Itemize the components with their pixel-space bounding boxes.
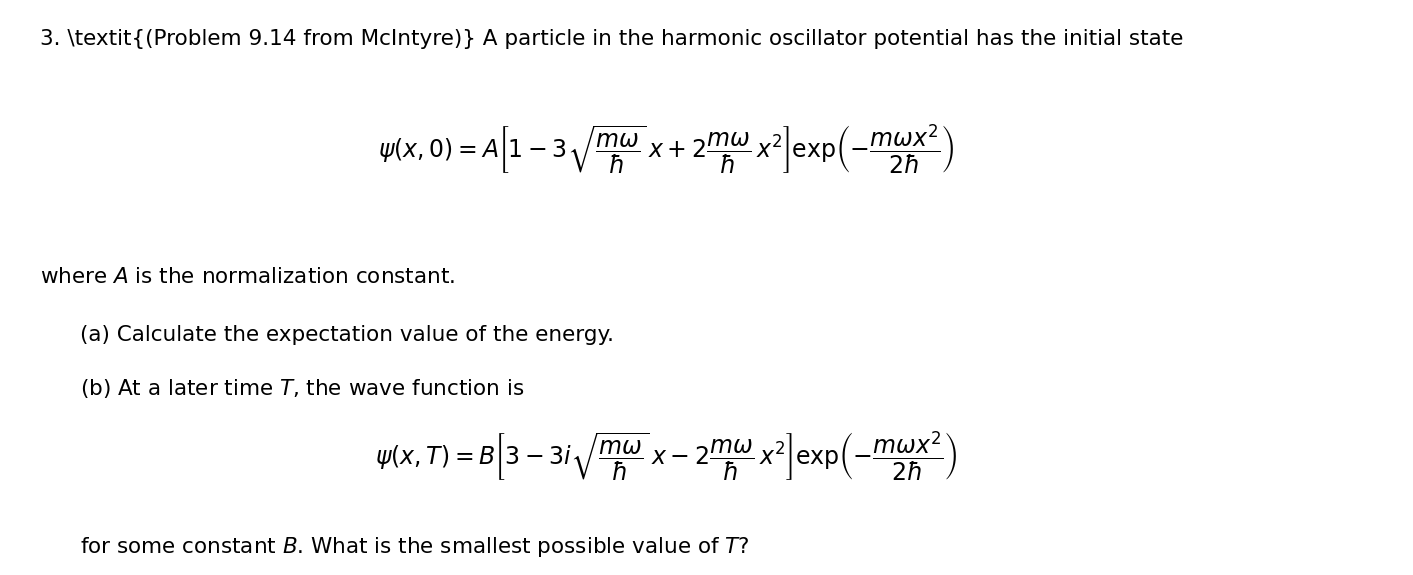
Text: where $A$ is the normalization constant.: where $A$ is the normalization constant. (40, 267, 455, 288)
Text: $\psi(x,T) = B\left[3 - 3i\sqrt{\dfrac{m\omega}{\hbar}}\,x - 2\dfrac{m\omega}{\h: $\psi(x,T) = B\left[3 - 3i\sqrt{\dfrac{m… (374, 430, 957, 484)
Text: $\psi(x,0) = A\left[1 - 3\sqrt{\dfrac{m\omega}{\hbar}}\,x + 2\dfrac{m\omega}{\hb: $\psi(x,0) = A\left[1 - 3\sqrt{\dfrac{m\… (377, 122, 954, 177)
Text: (a) Calculate the expectation value of the energy.: (a) Calculate the expectation value of t… (81, 325, 613, 345)
Text: for some constant $B$. What is the smallest possible value of $T$?: for some constant $B$. What is the small… (81, 535, 750, 559)
Text: (b) At a later time $T$, the wave function is: (b) At a later time $T$, the wave functi… (81, 377, 524, 400)
Text: 3. \textit{(Problem 9.14 from McIntyre)} A particle in the harmonic oscillator p: 3. \textit{(Problem 9.14 from McIntyre)}… (40, 29, 1183, 49)
